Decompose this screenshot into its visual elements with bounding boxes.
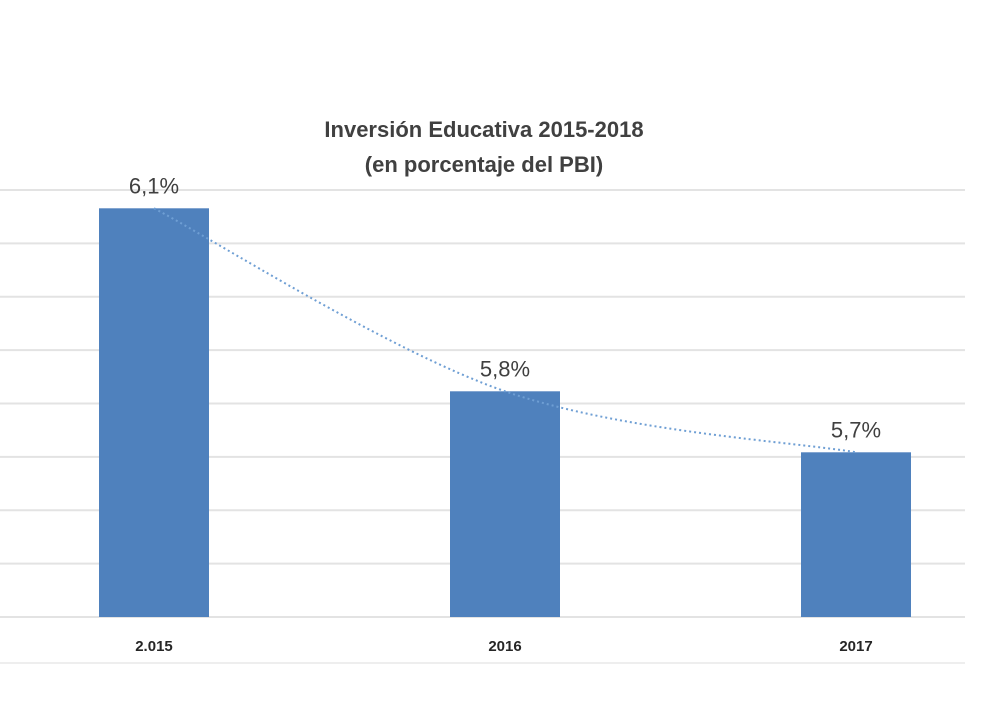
data-labels: 6,1% 5,8% 5,7% [129,173,881,442]
data-label: 5,7% [831,417,881,442]
x-tick-label: 2.015 [135,638,173,655]
x-tick-label: 2016 [488,638,521,655]
x-axis-tick-labels: 2.015 2016 2017 [135,638,872,655]
trendline-layer [153,207,857,454]
chart-subtitle: (en porcentaje del PBI) [365,152,603,177]
bar [99,208,209,618]
data-label: 5,8% [480,356,530,381]
x-tick-label: 2017 [839,638,872,655]
chart-title: Inversión Educativa 2015-2018 [324,117,643,142]
bar [450,391,560,617]
bars [99,208,911,618]
data-label: 6,1% [129,173,179,198]
bar [801,452,911,617]
trendline [153,207,857,454]
